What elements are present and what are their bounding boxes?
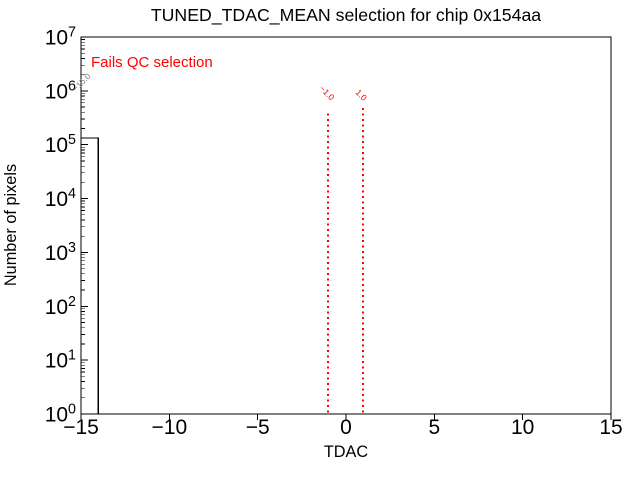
- svg-text:5: 5: [428, 416, 440, 439]
- svg-text:TUNED_TDAC_MEAN selection for: TUNED_TDAC_MEAN selection for chip 0x154…: [151, 5, 541, 26]
- svg-text:TDAC: TDAC: [324, 443, 369, 461]
- svg-text:Fails QC selection: Fails QC selection: [91, 54, 213, 71]
- svg-text:−10: −10: [152, 416, 188, 439]
- svg-text:Number of pixels: Number of pixels: [2, 164, 20, 286]
- svg-text:−15: −15: [63, 416, 99, 439]
- svg-text:15: 15: [599, 416, 622, 439]
- svg-text:0: 0: [340, 416, 352, 439]
- svg-text:−5: −5: [246, 416, 270, 439]
- svg-text:10: 10: [511, 416, 534, 439]
